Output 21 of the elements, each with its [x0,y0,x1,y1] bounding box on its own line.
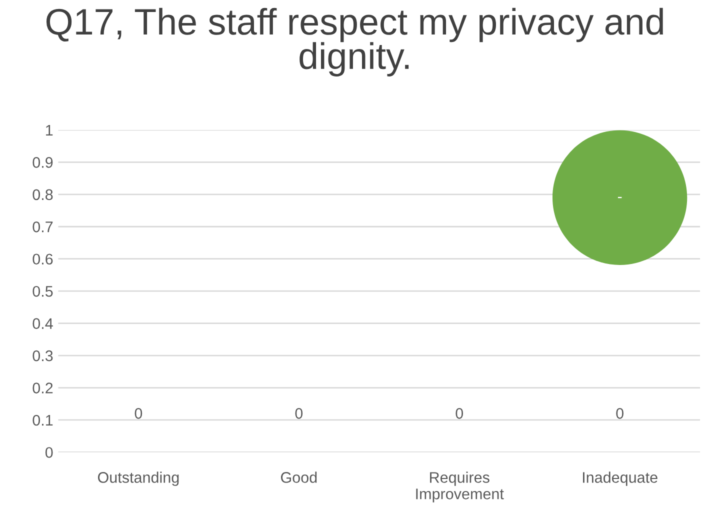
y-tick-label: 0.8 [32,189,53,200]
y-tick-label: 0.7 [32,222,53,232]
x-tick-label: Inadequate [583,472,658,486]
x-tick-label: Outstanding [98,472,179,486]
annotation: 0 [616,408,624,419]
y-tick-label: 0 [45,447,53,458]
y-tick-label: 0.4 [32,318,53,329]
x-tick-label: Good [280,472,317,483]
y-tick-label: 0.1 [32,414,53,426]
chart-title: Q17, The staff respect my privacy and dignity. [46,8,663,76]
data-label: - [618,196,622,198]
annotation: 0 [134,408,142,419]
y-tick-label: 0.9 [32,157,53,168]
y-tick-label: 0.2 [32,382,53,394]
y-tick-label: 1 [46,124,53,136]
x-tick-label: Requires Improvement [416,472,504,502]
annotation: 0 [456,408,464,419]
y-tick-label: 0.3 [32,350,53,362]
y-tick-label: 0.6 [32,254,53,265]
y-tick-label: 0.5 [32,286,53,297]
annotation: 0 [295,408,303,419]
